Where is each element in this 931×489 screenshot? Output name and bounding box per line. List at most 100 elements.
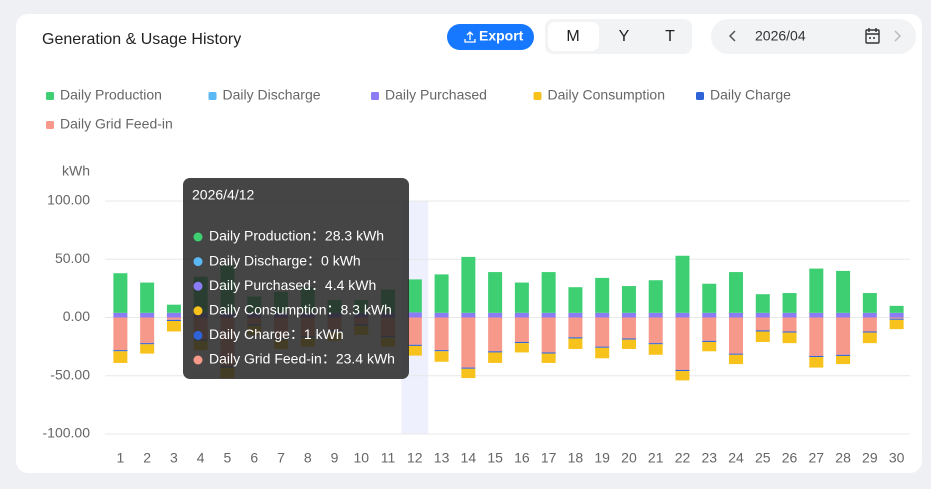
bar-segment	[648, 280, 663, 313]
date-picker[interactable]	[711, 19, 916, 54]
bar-segment	[488, 317, 503, 352]
x-tick-label: 21	[648, 450, 664, 466]
tooltip-item: Daily Consumption：8.3 kWh	[209, 302, 392, 318]
legend-label: Daily Purchased	[385, 87, 487, 103]
x-tick-label: 15	[487, 450, 503, 466]
bar-segment	[541, 317, 556, 353]
x-tick-label: 9	[331, 450, 339, 466]
bar-segment	[113, 317, 128, 351]
bar-segment	[755, 317, 770, 331]
bar-segment	[729, 317, 744, 354]
bar-segment	[140, 344, 155, 354]
bar-segment	[434, 274, 449, 313]
export-button[interactable]	[447, 24, 534, 50]
bar-segment	[889, 312, 904, 318]
bar-segment	[648, 312, 663, 318]
prev-arrow[interactable]	[728, 30, 736, 42]
bar-segment	[782, 312, 797, 318]
bar-segment	[729, 272, 744, 313]
x-tick-label: 2	[143, 450, 151, 466]
x-tick-label: 28	[835, 450, 851, 466]
bar-segment	[862, 317, 877, 332]
bar-segment	[889, 319, 904, 330]
bar-segment	[488, 352, 503, 363]
x-tick-label: 8	[304, 450, 312, 466]
bar-segment	[407, 345, 422, 356]
bar-segment	[889, 318, 904, 320]
bar-segment	[568, 317, 583, 338]
x-tick-label: 30	[889, 450, 905, 466]
tab[interactable]: T	[665, 28, 675, 45]
tooltip-dot	[193, 306, 203, 316]
calendar-icon[interactable]	[865, 28, 880, 44]
x-tick-label: 14	[461, 450, 477, 466]
bar-segment	[621, 339, 636, 349]
tooltip-dot	[193, 257, 203, 267]
tooltip-title: 2026/4/12	[192, 187, 254, 203]
bar-segment	[782, 317, 797, 332]
bar-segment	[166, 312, 181, 318]
bar-segment	[514, 282, 529, 313]
bar-segment	[461, 256, 476, 313]
bar-segment	[488, 351, 503, 353]
x-tick-label: 10	[353, 450, 369, 466]
bar-segment	[836, 312, 851, 318]
y-tick-label: 0.00	[63, 308, 90, 324]
bar-segment	[729, 353, 744, 355]
bar-segment	[862, 312, 877, 318]
tab[interactable]: Y	[619, 28, 630, 45]
bar-segment	[166, 319, 181, 321]
bar-segment	[862, 293, 877, 313]
x-tick-label: 27	[809, 450, 825, 466]
legend-label: Daily Charge	[710, 87, 791, 103]
x-tick-label: 29	[862, 450, 878, 466]
bar-segment	[809, 268, 824, 313]
x-tick-label: 3	[170, 450, 178, 466]
x-tick-label: 24	[728, 450, 744, 466]
export-label[interactable]: Export	[479, 28, 524, 44]
bar-segment	[568, 337, 583, 339]
tab-selected-bg	[548, 22, 599, 51]
bar-segment	[568, 338, 583, 349]
tooltip: 2026/4/12 Daily Production：28.3 kWh Daily …	[183, 178, 409, 379]
export-icon	[464, 31, 476, 43]
bar-segment	[836, 354, 851, 356]
x-tick-label: 12	[407, 450, 423, 466]
bar-segment	[595, 347, 610, 359]
bar-segment	[514, 343, 529, 353]
bar-segment	[755, 331, 770, 342]
bar-segment	[702, 340, 717, 342]
legend-swatch	[208, 92, 217, 100]
bar-segment	[407, 312, 422, 318]
x-tick-label: 6	[250, 450, 258, 466]
x-tick-label: 25	[755, 450, 771, 466]
next-arrow[interactable]	[894, 30, 902, 42]
bar-segment	[755, 294, 770, 313]
bar-segment	[514, 341, 529, 344]
tooltip-dot	[193, 232, 203, 242]
bar-segment	[514, 317, 529, 342]
x-tick-label: 16	[514, 450, 530, 466]
legend-swatch	[46, 121, 54, 129]
bar-segment	[140, 282, 155, 313]
bar-segment	[434, 350, 449, 352]
bar-segment	[889, 317, 904, 319]
bar-segment	[755, 312, 770, 318]
bar-segment	[434, 351, 449, 362]
bar-segment	[595, 277, 610, 313]
bar-segment	[407, 317, 422, 345]
legend-swatch	[46, 92, 54, 100]
bar-segment	[675, 312, 690, 318]
x-tick-label: 22	[675, 450, 691, 466]
bar-segment	[675, 255, 690, 313]
x-tick-label: 7	[277, 450, 285, 466]
tooltip-item: Daily Production：28.3 kWh	[209, 228, 384, 244]
y-axis-label: kWh	[62, 163, 90, 179]
bar-segment	[809, 355, 824, 358]
tab[interactable]: M	[566, 28, 579, 45]
bar-segment	[809, 317, 824, 356]
legend-label: Daily Consumption	[548, 87, 666, 103]
bar-segment	[595, 317, 610, 347]
